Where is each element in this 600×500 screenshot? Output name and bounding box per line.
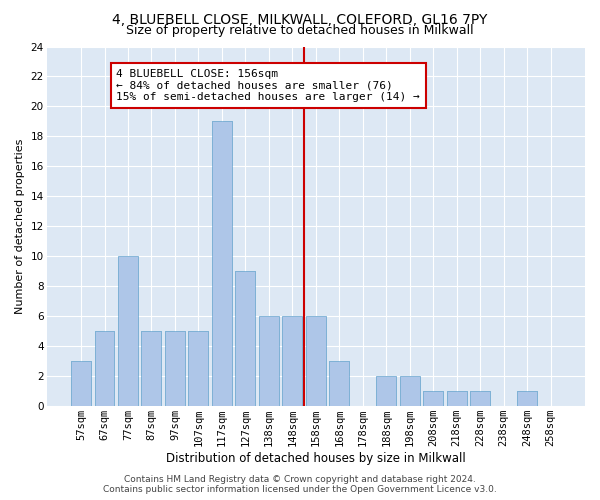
Bar bbox=[329, 361, 349, 406]
Bar bbox=[400, 376, 419, 406]
Bar bbox=[212, 122, 232, 406]
Bar bbox=[118, 256, 138, 406]
Bar bbox=[283, 316, 302, 406]
Bar bbox=[329, 361, 349, 406]
Bar bbox=[118, 256, 138, 406]
Y-axis label: Number of detached properties: Number of detached properties bbox=[15, 138, 25, 314]
Bar bbox=[446, 391, 467, 406]
Text: Size of property relative to detached houses in Milkwall: Size of property relative to detached ho… bbox=[126, 24, 474, 37]
Bar bbox=[142, 331, 161, 406]
Text: 4 BLUEBELL CLOSE: 156sqm
← 84% of detached houses are smaller (76)
15% of semi-d: 4 BLUEBELL CLOSE: 156sqm ← 84% of detach… bbox=[116, 69, 420, 102]
Bar bbox=[283, 316, 302, 406]
Bar bbox=[376, 376, 396, 406]
Bar bbox=[470, 391, 490, 406]
Bar bbox=[188, 331, 208, 406]
Bar bbox=[165, 331, 185, 406]
Bar bbox=[212, 122, 232, 406]
Bar bbox=[517, 391, 537, 406]
Bar bbox=[235, 272, 256, 406]
Bar bbox=[517, 391, 537, 406]
X-axis label: Distribution of detached houses by size in Milkwall: Distribution of detached houses by size … bbox=[166, 452, 466, 465]
Bar bbox=[95, 331, 115, 406]
Text: Contains HM Land Registry data © Crown copyright and database right 2024.
Contai: Contains HM Land Registry data © Crown c… bbox=[103, 474, 497, 494]
Bar bbox=[306, 316, 326, 406]
Bar bbox=[446, 391, 467, 406]
Bar bbox=[259, 316, 279, 406]
Bar bbox=[306, 316, 326, 406]
Bar bbox=[188, 331, 208, 406]
Bar bbox=[423, 391, 443, 406]
Text: 4, BLUEBELL CLOSE, MILKWALL, COLEFORD, GL16 7PY: 4, BLUEBELL CLOSE, MILKWALL, COLEFORD, G… bbox=[112, 12, 488, 26]
Bar bbox=[71, 361, 91, 406]
Bar bbox=[259, 316, 279, 406]
Bar bbox=[95, 331, 115, 406]
Bar bbox=[423, 391, 443, 406]
Bar bbox=[376, 376, 396, 406]
Bar bbox=[71, 361, 91, 406]
Bar bbox=[165, 331, 185, 406]
Bar bbox=[235, 272, 256, 406]
Bar bbox=[400, 376, 419, 406]
Bar bbox=[470, 391, 490, 406]
Bar bbox=[142, 331, 161, 406]
